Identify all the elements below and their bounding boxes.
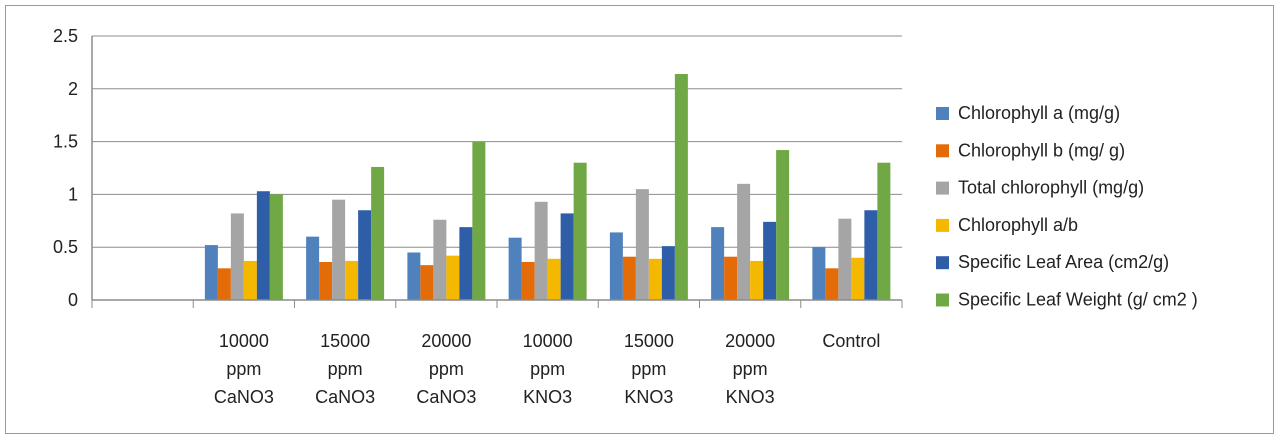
x-category-label: Control [822, 331, 880, 351]
legend-swatch [936, 218, 949, 232]
legend: Chlorophyll a (mg/g) Chlorophyll b (mg/ g… [936, 103, 1198, 310]
legend-swatch [936, 144, 949, 158]
x-category-label: KNO3 [523, 387, 572, 407]
legend-label: Chlorophyll a (mg/g) [958, 103, 1120, 123]
bar [508, 237, 522, 300]
bar [560, 213, 574, 300]
legend-label: Total chlorophyll (mg/g) [958, 178, 1144, 198]
bar [446, 255, 460, 300]
bar [217, 268, 231, 300]
x-category-label: 10000 [523, 331, 573, 351]
bar [230, 213, 244, 300]
bar [622, 256, 636, 300]
bar [256, 191, 270, 300]
bars [204, 74, 891, 301]
y-tick-label: 1 [68, 184, 78, 204]
y-tick-label: 0 [68, 290, 78, 310]
bar [521, 261, 535, 300]
bar [851, 257, 865, 300]
y-tick-label: 2 [68, 79, 78, 99]
x-category-label: KNO3 [726, 387, 775, 407]
x-category-label: ppm [226, 359, 261, 379]
bar [648, 258, 662, 300]
x-category-label: 10000 [219, 331, 269, 351]
legend-label: Specific Leaf Weight (g/ cm2 ) [958, 290, 1198, 310]
x-category-label: CaNO3 [214, 387, 274, 407]
bar [407, 252, 421, 300]
bar [838, 218, 852, 300]
x-category-label: CaNO3 [315, 387, 375, 407]
x-category-label: KNO3 [624, 387, 673, 407]
bar [763, 221, 777, 300]
bar [345, 260, 359, 300]
x-category-label: ppm [733, 359, 768, 379]
bar [573, 162, 587, 300]
bar [609, 232, 623, 300]
bar [547, 258, 561, 300]
bar [319, 261, 333, 300]
x-category-label: 15000 [624, 331, 674, 351]
bar [825, 268, 839, 300]
bar [812, 247, 826, 300]
bar [776, 150, 790, 300]
x-category-label: 20000 [725, 331, 775, 351]
bar [204, 245, 218, 300]
bar [269, 194, 283, 300]
legend-label: Chlorophyll a/b [958, 215, 1078, 235]
bar [737, 183, 751, 300]
x-category-label: 15000 [320, 331, 370, 351]
x-category-label: ppm [429, 359, 464, 379]
legend-swatch [936, 181, 949, 195]
legend-label: Specific Leaf Area (cm2/g) [958, 252, 1169, 272]
bar [433, 219, 447, 300]
bar [420, 265, 434, 300]
y-tick-label: 2.5 [53, 26, 78, 46]
bar [864, 210, 878, 300]
legend-swatch [936, 293, 949, 307]
legend-label: Chlorophyll b (mg/ g) [958, 140, 1125, 160]
legend-swatch [936, 107, 949, 120]
bar [635, 189, 649, 300]
x-category-label: 20000 [421, 331, 471, 351]
bar [661, 246, 675, 300]
x-category-label: ppm [328, 359, 363, 379]
x-category-label: ppm [530, 359, 565, 379]
bar [472, 141, 486, 300]
x-category-label: ppm [631, 359, 666, 379]
bar [534, 201, 548, 300]
bar [750, 260, 764, 300]
x-category-label: CaNO3 [416, 387, 476, 407]
bar [371, 166, 385, 300]
bar [306, 236, 320, 300]
bar [332, 199, 346, 300]
bar [711, 227, 725, 300]
legend-swatch [936, 256, 949, 270]
bar [877, 162, 891, 300]
bar [243, 260, 257, 300]
y-tick-label: 1.5 [53, 132, 78, 152]
bar [358, 210, 372, 300]
bar [459, 227, 473, 300]
bar [674, 74, 688, 301]
axes: 0 0.5 1 1.5 2 2.5 10000 ppm CaNO3 15000 ppm CaNO3 20… [53, 26, 903, 407]
bar [724, 256, 738, 300]
y-tick-label: 0.5 [53, 237, 78, 257]
